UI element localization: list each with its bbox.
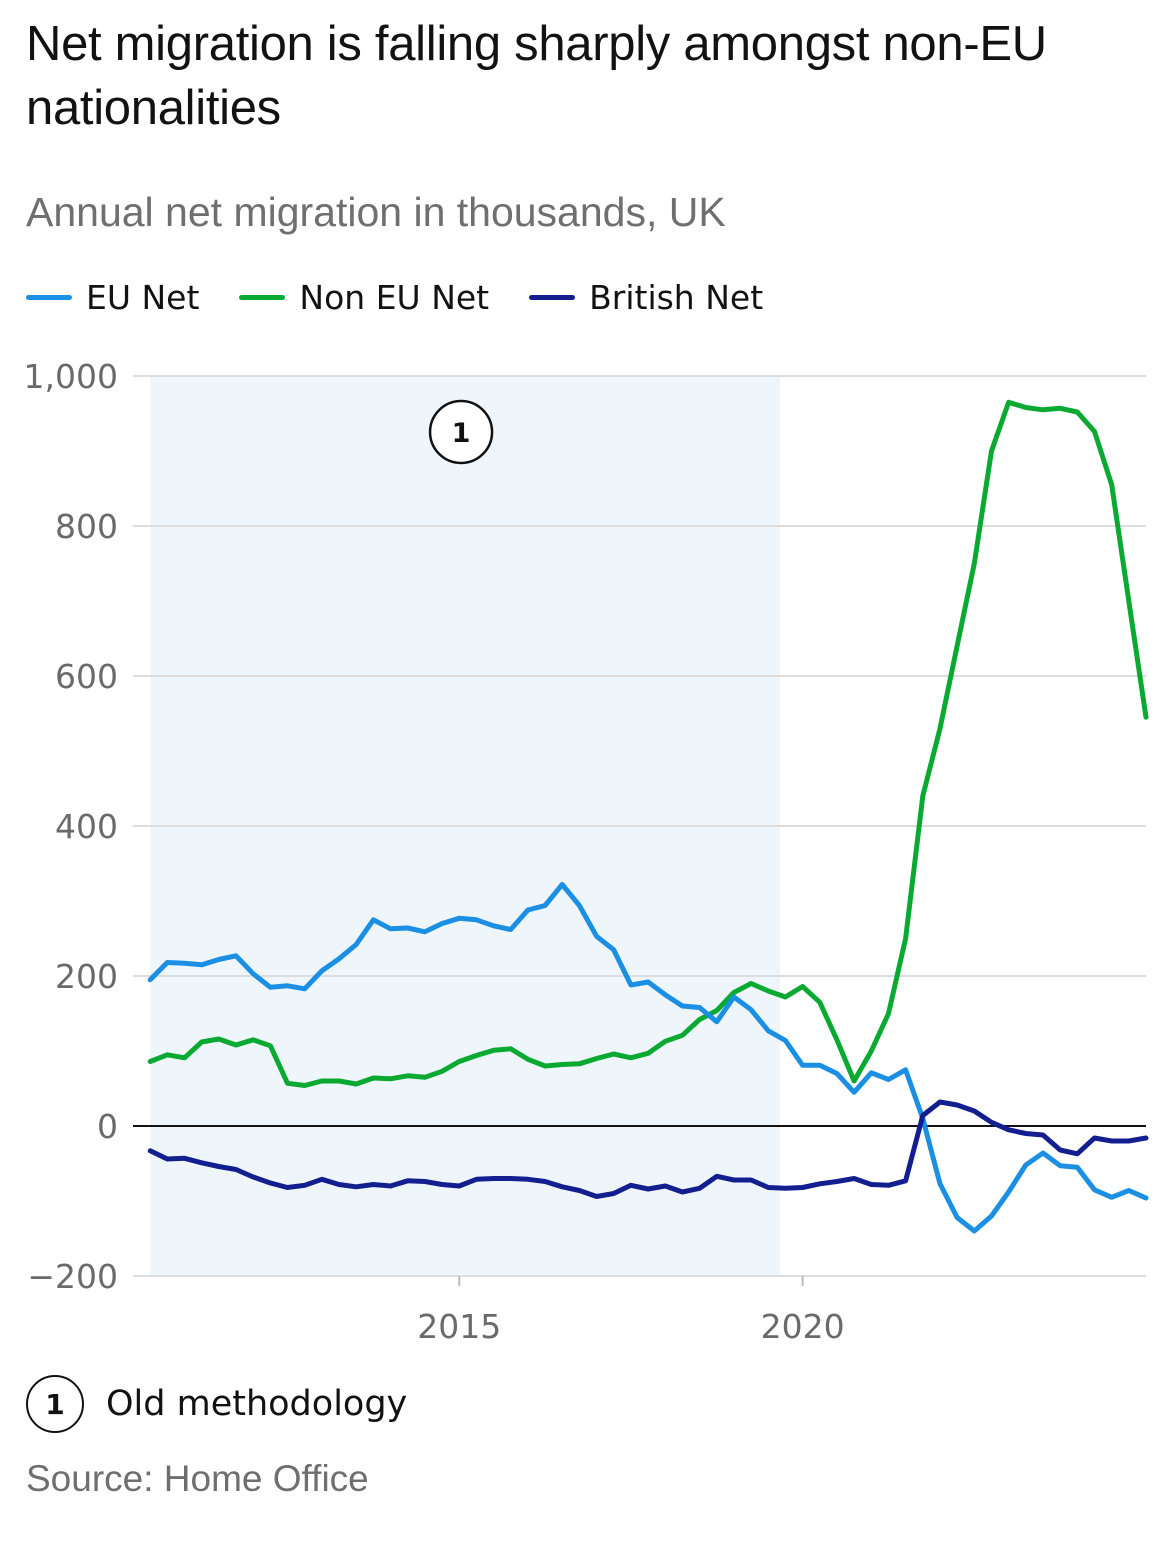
- legend-label-non-eu: Non EU Net: [299, 278, 490, 317]
- source-note: Source: Home Office: [26, 1458, 369, 1499]
- y-tick-label: 1,000: [24, 357, 118, 396]
- legend: EU Net Non EU Net British Net: [26, 278, 803, 317]
- x-tick-label: 2015: [417, 1307, 501, 1346]
- y-tick-label: −200: [27, 1257, 118, 1296]
- footnote: 1 Old methodology: [26, 1375, 407, 1433]
- series-layer: [147, 399, 1149, 1234]
- series-line-british-net: [147, 1099, 1149, 1199]
- footnote-marker: 1: [26, 1375, 84, 1433]
- annotation-marker-circle: [428, 399, 494, 465]
- y-tick-label: 800: [55, 507, 118, 546]
- legend-swatch-non-eu: [239, 295, 286, 300]
- y-tick-label: 0: [97, 1107, 118, 1146]
- line-chart: 1 −200 0 200 400 600 800 1,000 2015 2020: [24, 357, 1149, 1346]
- y-tick-label: 600: [55, 657, 118, 696]
- y-tick-label: 400: [55, 807, 118, 846]
- chart-title: Net migration is falling sharply amongst…: [26, 17, 1047, 135]
- label-layer: −200 0 200 400 600 800 1,000 2015 2020: [24, 357, 845, 1346]
- legend-item-non-eu: Non EU Net: [239, 278, 489, 317]
- legend-swatch-eu: [26, 295, 72, 300]
- legend-item-eu: EU Net: [26, 278, 199, 317]
- series-line-eu-net: [147, 882, 1149, 1234]
- grid-layer: [133, 375, 1146, 1286]
- legend-item-british: British Net: [529, 278, 763, 317]
- series-line-non-eu-net: [147, 399, 1149, 1088]
- footnote-text: Old methodology: [106, 1384, 408, 1424]
- x-tick-label: 2020: [761, 1307, 845, 1346]
- annotation-marker-label: 1: [452, 418, 471, 449]
- legend-swatch-british: [529, 295, 576, 300]
- legend-label-eu: EU Net: [86, 278, 200, 317]
- legend-label-british: British Net: [589, 278, 764, 317]
- y-tick-label: 200: [55, 957, 118, 996]
- chart-subtitle: Annual net migration in thousands, UK: [26, 189, 726, 235]
